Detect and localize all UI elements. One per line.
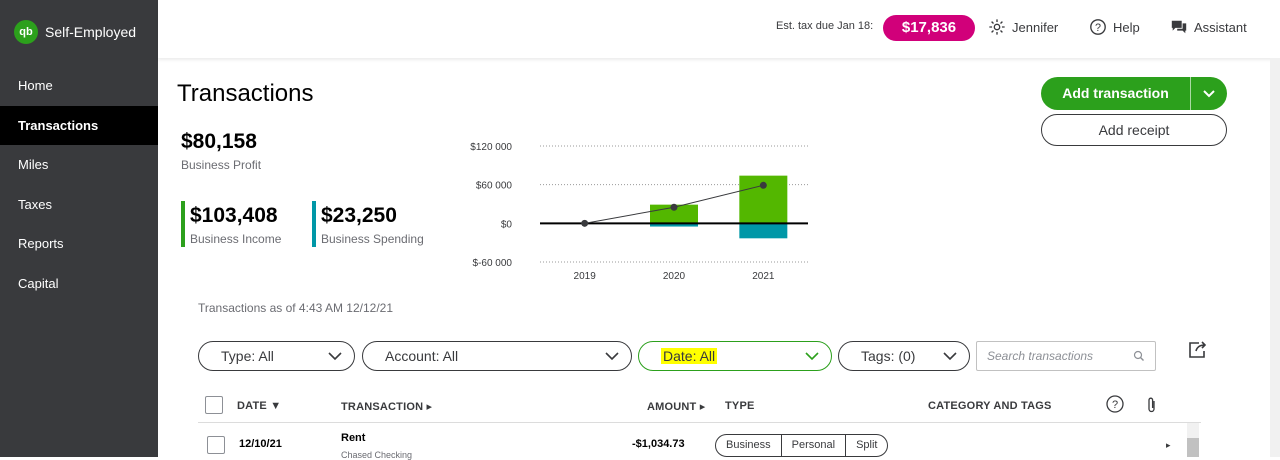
header-divider — [198, 422, 1201, 423]
help-icon[interactable]: ? — [1106, 395, 1124, 413]
help-link[interactable]: ? Help — [1089, 18, 1140, 36]
date-filter-label: Date: All — [661, 348, 718, 364]
type-personal-option[interactable]: Personal — [782, 435, 847, 456]
table-scrollbar-thumb[interactable] — [1187, 438, 1199, 457]
page-title: Transactions — [177, 80, 314, 107]
business-income-label: Business Income — [190, 232, 282, 246]
add-transaction-split-button: Add transaction — [1041, 77, 1227, 110]
sidebar-item-home[interactable]: Home — [18, 78, 53, 93]
sidebar: qb Self-Employed Home Transactions Miles… — [0, 0, 158, 457]
profit-point — [581, 219, 589, 227]
page-scrollbar[interactable] — [1270, 58, 1280, 457]
sort-right-icon: ▸ — [699, 401, 706, 413]
search-placeholder: Search transactions — [987, 349, 1094, 363]
row-account: Chased Checking — [341, 450, 413, 460]
date-column-header[interactable]: DATE ▼ — [237, 400, 281, 412]
chat-icon — [1171, 20, 1187, 34]
y-tick-label: $120 000 — [470, 142, 512, 153]
transaction-header-label: TRANSACTION — [341, 401, 424, 413]
row-amount: -$1,034.73 — [632, 438, 685, 450]
sidebar-item-capital[interactable]: Capital — [18, 275, 59, 291]
x-tick-label: 2020 — [663, 271, 686, 282]
sidebar-item-taxes[interactable]: Taxes — [18, 196, 52, 212]
tags-filter-label: Tags: (0) — [861, 348, 916, 364]
date-filter[interactable]: Date: All — [638, 341, 832, 371]
spending-bar — [739, 223, 788, 239]
business-profit-value: $80,158 — [181, 130, 257, 153]
add-transaction-dropdown[interactable] — [1191, 77, 1227, 110]
select-all-checkbox[interactable] — [205, 396, 223, 414]
chevron-down-icon — [1203, 89, 1215, 97]
row-checkbox[interactable] — [207, 436, 225, 454]
search-input[interactable]: Search transactions — [976, 341, 1156, 371]
type-segmented-control: Business Personal Split — [715, 434, 889, 457]
gear-icon — [989, 19, 1005, 35]
row-date: 12/10/21 — [239, 438, 282, 450]
brand[interactable]: qb Self-Employed — [14, 20, 136, 44]
sidebar-nav: Home Transactions Miles Taxes Reports Ca… — [0, 66, 158, 303]
as-of-timestamp: Transactions as of 4:43 AM 12/12/21 — [198, 301, 394, 315]
spending-color-bar — [312, 201, 316, 247]
est-tax-badge[interactable]: $17,836 — [883, 15, 975, 41]
account-filter[interactable]: Account: All — [362, 341, 632, 371]
x-tick-label: 2019 — [574, 271, 597, 282]
y-tick-label: $-60 000 — [473, 258, 513, 269]
assistant-label: Assistant — [1194, 19, 1247, 35]
export-icon[interactable] — [1187, 340, 1209, 360]
quickbooks-logo-icon: qb — [14, 20, 38, 44]
business-profit-label: Business Profit — [181, 158, 262, 172]
row-transaction-name: Rent — [341, 432, 366, 444]
help-label: Help — [1113, 19, 1140, 35]
business-spending-value: $23,250 — [321, 204, 397, 227]
income-color-bar — [181, 201, 185, 247]
spending-bar — [650, 223, 698, 227]
category-column-header: CATEGORY AND TAGS — [928, 400, 1052, 412]
expand-row-icon[interactable]: ▸ — [1166, 440, 1171, 450]
business-spending-label: Business Spending — [321, 232, 424, 246]
type-column-header: TYPE — [725, 400, 755, 412]
search-icon — [1133, 350, 1144, 361]
sort-down-icon: ▼ — [270, 400, 282, 412]
sort-right-icon: ▸ — [426, 401, 433, 413]
est-tax-label: Est. tax due Jan 18: — [776, 20, 874, 32]
assistant-link[interactable]: Assistant — [1170, 18, 1247, 36]
profit-chart: $120 000 $60 000 $0 $-60 000 2019 2020 2021 — [470, 142, 808, 282]
type-filter[interactable]: Type: All — [198, 341, 355, 371]
paperclip-icon — [1148, 397, 1155, 413]
sidebar-item-transactions[interactable]: Transactions — [0, 105, 158, 145]
user-name: Jennifer — [1012, 19, 1059, 35]
profit-point — [759, 181, 767, 189]
chevron-down-icon — [805, 352, 819, 361]
type-split-option[interactable]: Split — [856, 439, 878, 451]
y-tick-label: $0 — [501, 219, 513, 230]
add-receipt-button[interactable]: Add receipt — [1041, 114, 1227, 146]
chevron-down-icon — [328, 352, 342, 361]
type-filter-label: Type: All — [221, 348, 274, 364]
amount-column-header[interactable]: AMOUNT ▸ — [647, 400, 705, 413]
y-tick-label: $60 000 — [476, 181, 513, 192]
top-bar: Est. tax due Jan 18: $17,836 Jennifer ? … — [158, 0, 1280, 58]
app-name: Self-Employed — [45, 24, 137, 40]
transaction-column-header[interactable]: TRANSACTION ▸ — [341, 400, 432, 413]
date-header-label: DATE — [237, 400, 267, 412]
chevron-down-icon — [943, 352, 957, 361]
type-business-option[interactable]: Business — [716, 435, 782, 456]
x-tick-label: 2021 — [752, 271, 775, 282]
tags-filter[interactable]: Tags: (0) — [838, 341, 970, 371]
chevron-down-icon — [605, 352, 619, 361]
add-transaction-button[interactable]: Add transaction — [1041, 77, 1191, 110]
user-menu[interactable]: Jennifer — [988, 18, 1058, 36]
svg-text:?: ? — [1095, 22, 1101, 34]
svg-text:?: ? — [1112, 399, 1118, 411]
help-icon: ? — [1090, 19, 1106, 35]
amount-header-label: AMOUNT — [647, 401, 697, 413]
business-income-value: $103,408 — [190, 204, 278, 227]
account-filter-label: Account: All — [385, 348, 459, 364]
profit-point — [670, 203, 678, 211]
sidebar-item-reports[interactable]: Reports — [18, 236, 64, 251]
sidebar-item-miles[interactable]: Miles — [18, 157, 49, 172]
